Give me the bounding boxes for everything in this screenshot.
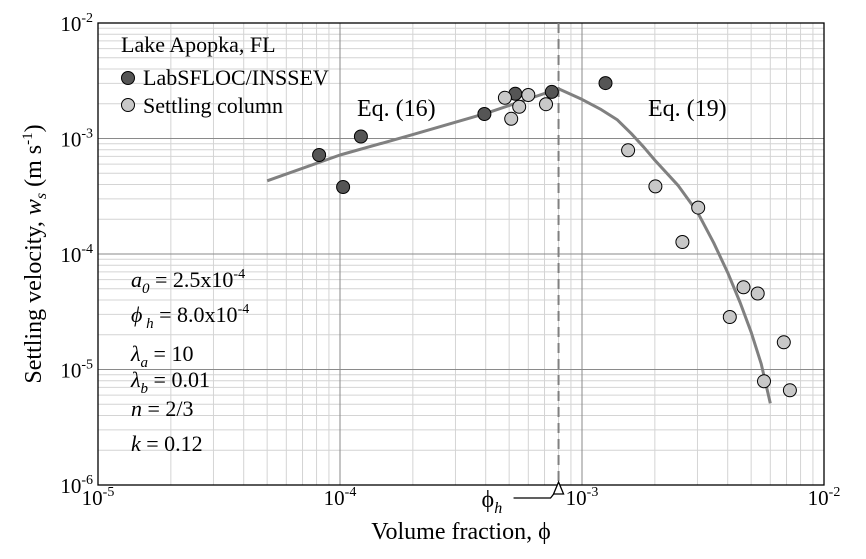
y-tick-label: 10-2 [60,11,93,36]
legend-marker-labsfloc [121,71,135,85]
settling-column-point [776,335,791,350]
settling-column-point [675,235,690,249]
x-tick-exponent: -2 [829,485,841,500]
parameter-value: = 8.0x10 [154,302,238,327]
parameter-line: ϕ h = 8.0x10-4 [131,302,249,332]
settling-column-point [691,200,706,215]
labsfloc-point [336,180,351,194]
parameter-subscript: a [141,355,149,371]
eq19-curve [557,87,772,404]
parameter-exponent: -4 [238,302,250,317]
y-tick-label: 10-6 [60,473,93,498]
legend-entry-settling-column: Settling column [143,93,283,118]
y-tick-exponent: -5 [81,358,93,373]
parameter-symbol: n [131,396,142,421]
settling-column-point [621,143,636,158]
parameter-value: = 0.12 [141,431,203,456]
labsfloc-point [477,107,492,121]
x-tick-label: 10-2 [808,485,841,510]
phi-h-arrow-head [552,480,565,495]
x-tick-label: 10-3 [566,485,599,510]
y-tick-exponent: -3 [81,127,93,142]
parameter-symbol: k [131,431,142,456]
phi-h-label: ϕh [482,487,503,517]
legend-marker-settling-column [121,98,135,112]
x-tick-exponent: -5 [103,485,115,500]
settling-column-point [736,280,751,295]
settling-column-point [782,383,797,398]
plot-frame [97,22,825,486]
y-tick-exponent: -4 [81,242,93,257]
parameter-value: = 0.01 [148,367,210,392]
parameter-line: k = 0.12 [131,431,203,456]
parameter-subscript: 0 [142,281,150,297]
labsfloc-point [544,84,559,99]
y-tick-labels: 10-610-510-410-310-2 [60,11,93,498]
y-tick-label: 10-4 [60,242,93,267]
x-tick-base: 10 [82,486,103,510]
x-tick-labels: 10-5 10-4 10-3 10-2 [82,485,841,510]
x-axis-label: Volume fraction, ϕ [371,519,550,545]
parameter-value: = 2.5x10 [150,267,234,292]
parameter-symbol: λ [130,367,141,392]
legend-entry-labsfloc: LabSFLOC/INSSEV [143,65,329,90]
parameter-subscript: b [141,381,149,397]
parameter-line: λb = 0.01 [130,367,210,397]
eq16-label: Eq. (16) [357,96,436,122]
eq19-label: Eq. (19) [648,96,727,122]
parameter-value: = 2/3 [142,396,194,421]
y-tick-base: 10 [60,359,81,383]
y-tick-exponent: -2 [81,11,93,26]
y-tick-label: 10-5 [60,358,93,383]
x-tick-exponent: -4 [345,485,357,500]
labsfloc-point [353,129,368,144]
y-tick-base: 10 [60,243,81,267]
x-tick-label: 10-4 [324,485,357,510]
data-points [312,76,797,398]
settling-column-point [539,97,553,112]
phi-h-annotation: ϕh [482,480,565,517]
y-tick-label: 10-3 [60,127,93,152]
x-tick-base: 10 [566,486,587,510]
parameter-exponent: -4 [233,267,245,282]
x-tick-label: 10-5 [82,485,115,510]
x-tick-exponent: -3 [587,485,599,500]
settling-column-point [648,179,663,194]
legend-heading: Lake Apopka, FL [121,32,276,57]
x-tick-base: 10 [324,486,345,510]
settling-column-point [757,374,771,389]
y-axis-label: Settling velocity, ws (m s-1) [20,124,50,383]
settling-column-point [521,88,536,102]
x-tick-base: 10 [808,486,829,510]
parameter-symbol: ϕ [131,302,142,327]
parameter-value: = 10 [148,341,193,366]
settling-column-point [497,90,512,105]
settling-column-point [750,286,765,301]
y-tick-base: 10 [60,474,81,498]
y-tick-base: 10 [60,12,81,36]
labsfloc-point [312,148,327,162]
parameter-subscript: h [142,316,153,332]
parameter-line: n = 2/3 [131,396,194,421]
parameter-line: a0 = 2.5x10-4 [131,267,245,297]
parameter-symbol: a [131,267,142,292]
y-tick-exponent: -6 [81,473,93,488]
y-tick-base: 10 [60,128,81,152]
parameter-line: λa = 10 [130,341,193,371]
settling-column-point [512,99,527,114]
labsfloc-point [598,76,613,91]
settling-column-point [504,111,519,126]
settling-column-point [722,310,737,324]
parameter-symbol: λ [130,341,141,366]
legend: Lake Apopka, FL LabSFLOC/INSSEV Settling… [121,32,329,118]
